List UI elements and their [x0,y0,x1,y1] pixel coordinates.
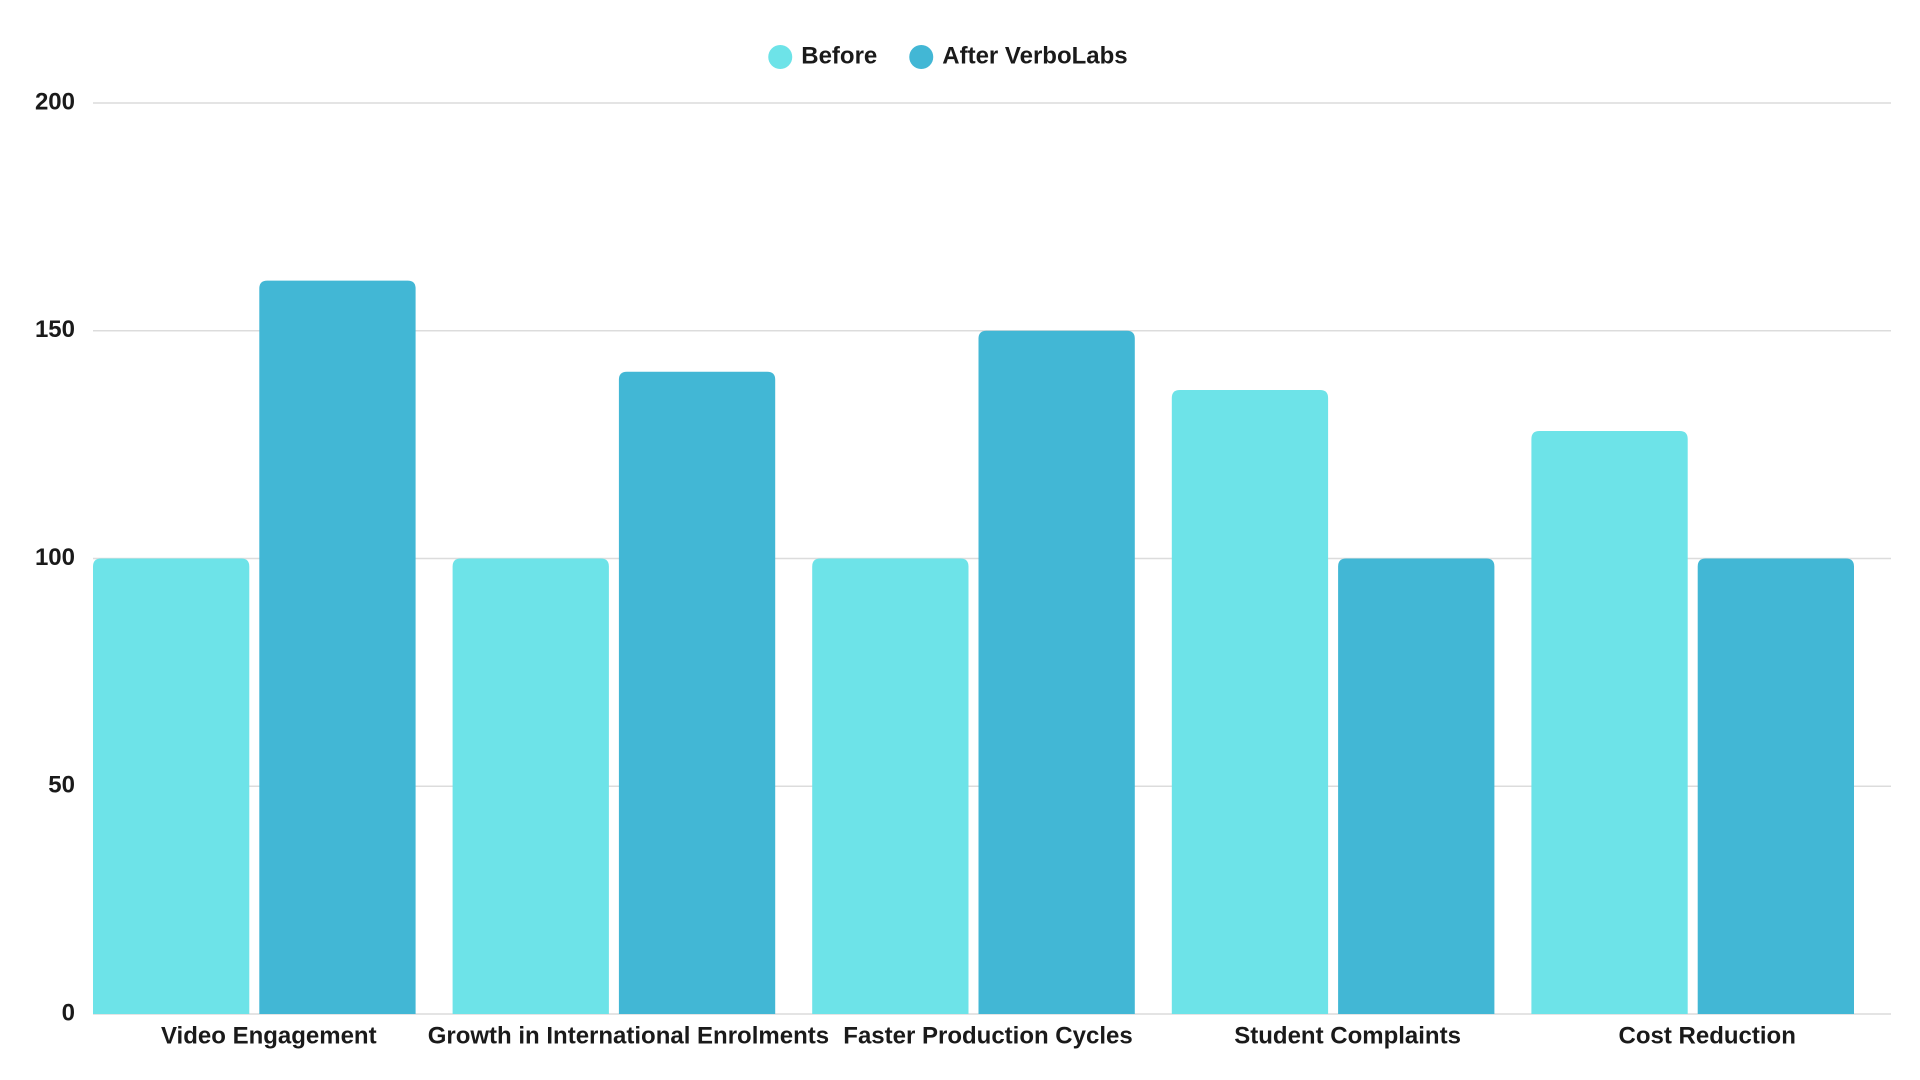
y-tick-label: 150 [35,316,75,343]
bar [1338,558,1495,1014]
x-tick-label: Faster Production Cycles [843,1022,1132,1049]
bar [452,558,609,1014]
bar [1697,558,1854,1014]
y-tick-label: 200 [35,88,75,115]
legend-marker [909,45,934,69]
legend-label: Before [801,42,877,69]
y-tick-label: 100 [35,544,75,571]
bar [259,280,416,1014]
x-tick-label: Cost Reduction [1619,1022,1796,1049]
bar [93,558,250,1014]
legend-label: After VerboLabs [942,42,1127,69]
y-tick-label: 0 [62,999,75,1026]
bar [618,371,776,1014]
bar [1531,430,1688,1015]
x-tick-label: Student Complaints [1234,1022,1461,1049]
bar [978,330,1135,1014]
bar [812,558,969,1014]
legend-marker [768,45,793,69]
x-tick-label: Video Engagement [161,1022,377,1049]
y-tick-label: 50 [48,772,75,799]
x-tick-label: Growth in International Enrolments [428,1022,829,1049]
bar [1171,389,1329,1015]
